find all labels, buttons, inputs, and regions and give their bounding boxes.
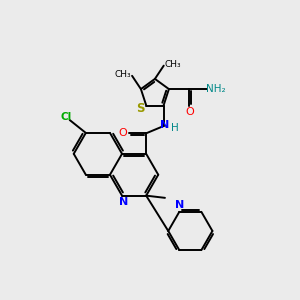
Text: Cl: Cl xyxy=(61,112,72,122)
Text: N: N xyxy=(160,120,170,130)
Text: H: H xyxy=(171,123,178,134)
Text: CH₃: CH₃ xyxy=(164,60,181,69)
Text: N: N xyxy=(175,200,184,210)
Text: O: O xyxy=(185,107,194,117)
Text: O: O xyxy=(118,128,127,138)
Text: N: N xyxy=(119,196,128,206)
Text: NH₂: NH₂ xyxy=(206,84,226,94)
Text: CH₃: CH₃ xyxy=(115,70,131,79)
Text: S: S xyxy=(136,102,145,115)
